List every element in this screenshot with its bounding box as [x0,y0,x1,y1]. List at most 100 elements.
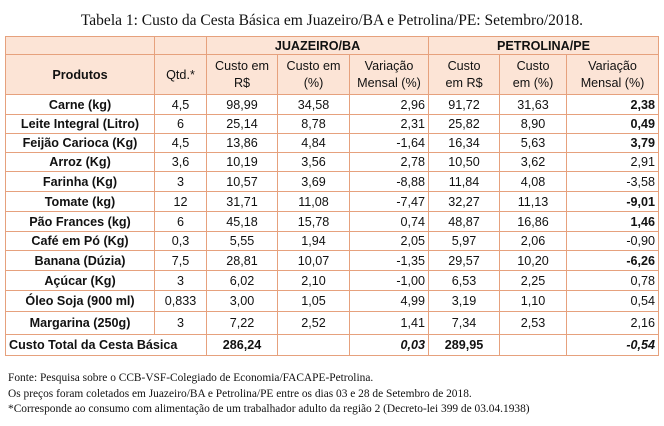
qtd-cell: 3,6 [154,152,207,172]
footnotes: Fonte: Pesquisa sobre o CCB-VSF-Colegiad… [8,371,530,418]
p-custo-pct-cell: 31,63 [499,94,568,115]
j-variacao-cell: -1,35 [348,250,430,271]
header-p-custo-pct-line2: em (%) [512,75,554,90]
product-name: Café em Pó (Kg) [5,231,155,251]
j-custo-rs-cell: 13,86 [206,133,278,153]
table-row: Feijão Carioca (Kg) 4,5 13,86 4,84 -1,64 16,3… [5,133,660,153]
qtd-cell: 3 [154,171,207,192]
header-j-variacao-line1: Variação [364,58,414,73]
p-custo-pct-cell: 4,08 [499,171,568,192]
j-variacao-cell: 0,74 [348,211,430,232]
header-p-variacao-line1: Variação [588,58,637,73]
header-produtos: Produtos [5,54,155,95]
total-j-pct [277,334,350,356]
header-p-custo-rs-line1: Custo [447,58,481,73]
j-variacao-cell: 2,96 [348,94,430,115]
j-variacao-cell: -8,88 [348,171,430,192]
p-variacao-cell: -3,58 [566,171,660,192]
product-name: Óleo Soja (900 ml) [5,290,155,312]
j-custo-pct-cell: 1,05 [277,290,350,312]
p-custo-pct-cell: 3,62 [499,152,568,172]
header-columns-row: Produtos Qtd.* Custo em R$ Custo em (%) Va… [5,54,660,95]
header-j-custo-rs: Custo em R$ [206,54,278,95]
header-p-custo-pct: Custo em (%) [499,54,568,95]
table-row: Banana (Dúzia) 7,5 28,81 10,07 -1,35 29,57 10,… [5,250,660,271]
j-custo-rs-cell: 10,57 [206,171,278,192]
j-custo-pct-cell: 11,08 [277,191,350,212]
p-custo-rs-cell: 6,53 [428,270,501,291]
j-variacao-cell: 2,31 [348,114,430,134]
j-custo-rs-cell: 98,99 [206,94,278,115]
table-row: Pão Frances (kg) 6 45,18 15,78 0,74 48,87 16,8… [5,211,660,232]
qtd-cell: 3 [154,270,207,291]
total-p-rs: 289,95 [428,334,501,356]
product-name: Margarina (250g) [5,311,155,335]
j-variacao-cell: -1,64 [348,133,430,153]
p-custo-rs-cell: 32,27 [428,191,501,212]
table-title: Tabela 1: Custo da Cesta Básica em Juaze… [80,12,584,29]
header-p-custo-pct-line1: Custo [516,58,550,73]
header-j-custo-pct: Custo em (%) [277,54,350,95]
j-custo-rs-cell: 5,55 [206,231,278,251]
qtd-cell: 7,5 [154,250,207,271]
header-p-variacao: Variação Mensal (%) [566,54,660,95]
p-custo-pct-cell: 11,13 [499,191,568,212]
product-name: Carne (kg) [5,94,155,115]
j-custo-pct-cell: 34,58 [277,94,350,115]
table-row: Margarina (250g) 3 7,22 2,52 1,41 7,34 2,53 2,1… [5,311,660,335]
qtd-cell: 0,3 [154,231,207,251]
p-custo-rs-cell: 5,97 [428,231,501,251]
j-custo-pct-cell: 2,10 [277,270,350,291]
j-custo-rs-cell: 45,18 [206,211,278,232]
p-custo-rs-cell: 91,72 [428,94,501,115]
j-custo-pct-cell: 2,52 [277,311,350,335]
qtd-cell: 3 [154,311,207,335]
p-custo-pct-cell: 2,06 [499,231,568,251]
footnote-consumption: *Corresponde ao consumo com alimentação … [8,403,530,415]
j-variacao-cell: 1,41 [348,311,430,335]
j-custo-rs-cell: 31,71 [206,191,278,212]
header-qtd: Qtd.* [154,54,207,95]
p-custo-rs-cell: 29,57 [428,250,501,271]
header-j-custo-rs-line1: Custo em [215,58,269,73]
qtd-cell: 4,5 [154,94,207,115]
j-variacao-cell: 2,78 [348,152,430,172]
j-custo-rs-cell: 10,19 [206,152,278,172]
table-row: Farinha (Kg) 3 10,57 3,69 -8,88 11,84 4,08 -3,5… [5,171,660,192]
header-p-custo-rs-line2: em R$ [445,75,483,90]
product-name: Tomate (kg) [5,191,155,212]
total-row: Custo Total da Cesta Básica 286,24 0,03 … [5,334,660,356]
footnote-source: Fonte: Pesquisa sobre o CCB-VSF-Colegiad… [8,372,374,384]
p-variacao-cell: 3,79 [566,133,660,153]
p-custo-pct-cell: 1,10 [499,290,568,312]
qtd-cell: 4,5 [154,133,207,153]
header-j-custo-rs-line2: R$ [233,75,251,90]
table-row: Leite Integral (Litro) 6 25,14 8,78 2,31 25,8… [5,114,660,134]
header-empty-1 [5,36,155,55]
p-custo-pct-cell: 2,53 [499,311,568,335]
j-variacao-cell: 2,05 [348,231,430,251]
total-j-rs: 286,24 [206,334,278,356]
header-p-custo-rs: Custo em R$ [428,54,501,95]
header-petrolina: PETROLINA/PE [428,36,660,55]
qtd-cell: 6 [154,211,207,232]
table-row: Carne (kg) 4,5 98,99 34,58 2,96 91,72 31,63 2,3… [5,94,660,115]
j-variacao-cell: -1,00 [348,270,430,291]
product-name: Leite Integral (Litro) [5,114,155,134]
j-custo-rs-cell: 28,81 [206,250,278,271]
cesta-basica-table: JUAZEIRO/BA PETROLINA/PE Produtos Qtd.* … [5,36,660,356]
p-custo-pct-cell: 5,63 [499,133,568,153]
p-custo-pct-cell: 10,20 [499,250,568,271]
total-j-var: 0,03 [348,334,430,356]
p-variacao-cell: -9,01 [566,191,660,212]
p-variacao-cell: 1,46 [566,211,660,232]
header-p-variacao-line2: Mensal (%) [580,75,645,90]
header-j-variacao: Variação Mensal (%) [348,54,430,95]
j-custo-pct-cell: 15,78 [277,211,350,232]
j-variacao-cell: -7,47 [348,191,430,212]
j-custo-rs-cell: 6,02 [206,270,278,291]
header-empty-2 [154,36,207,55]
footnote-collection: Os preços foram coletados em Juazeiro/BA… [8,387,472,400]
j-custo-rs-cell: 25,14 [206,114,278,134]
